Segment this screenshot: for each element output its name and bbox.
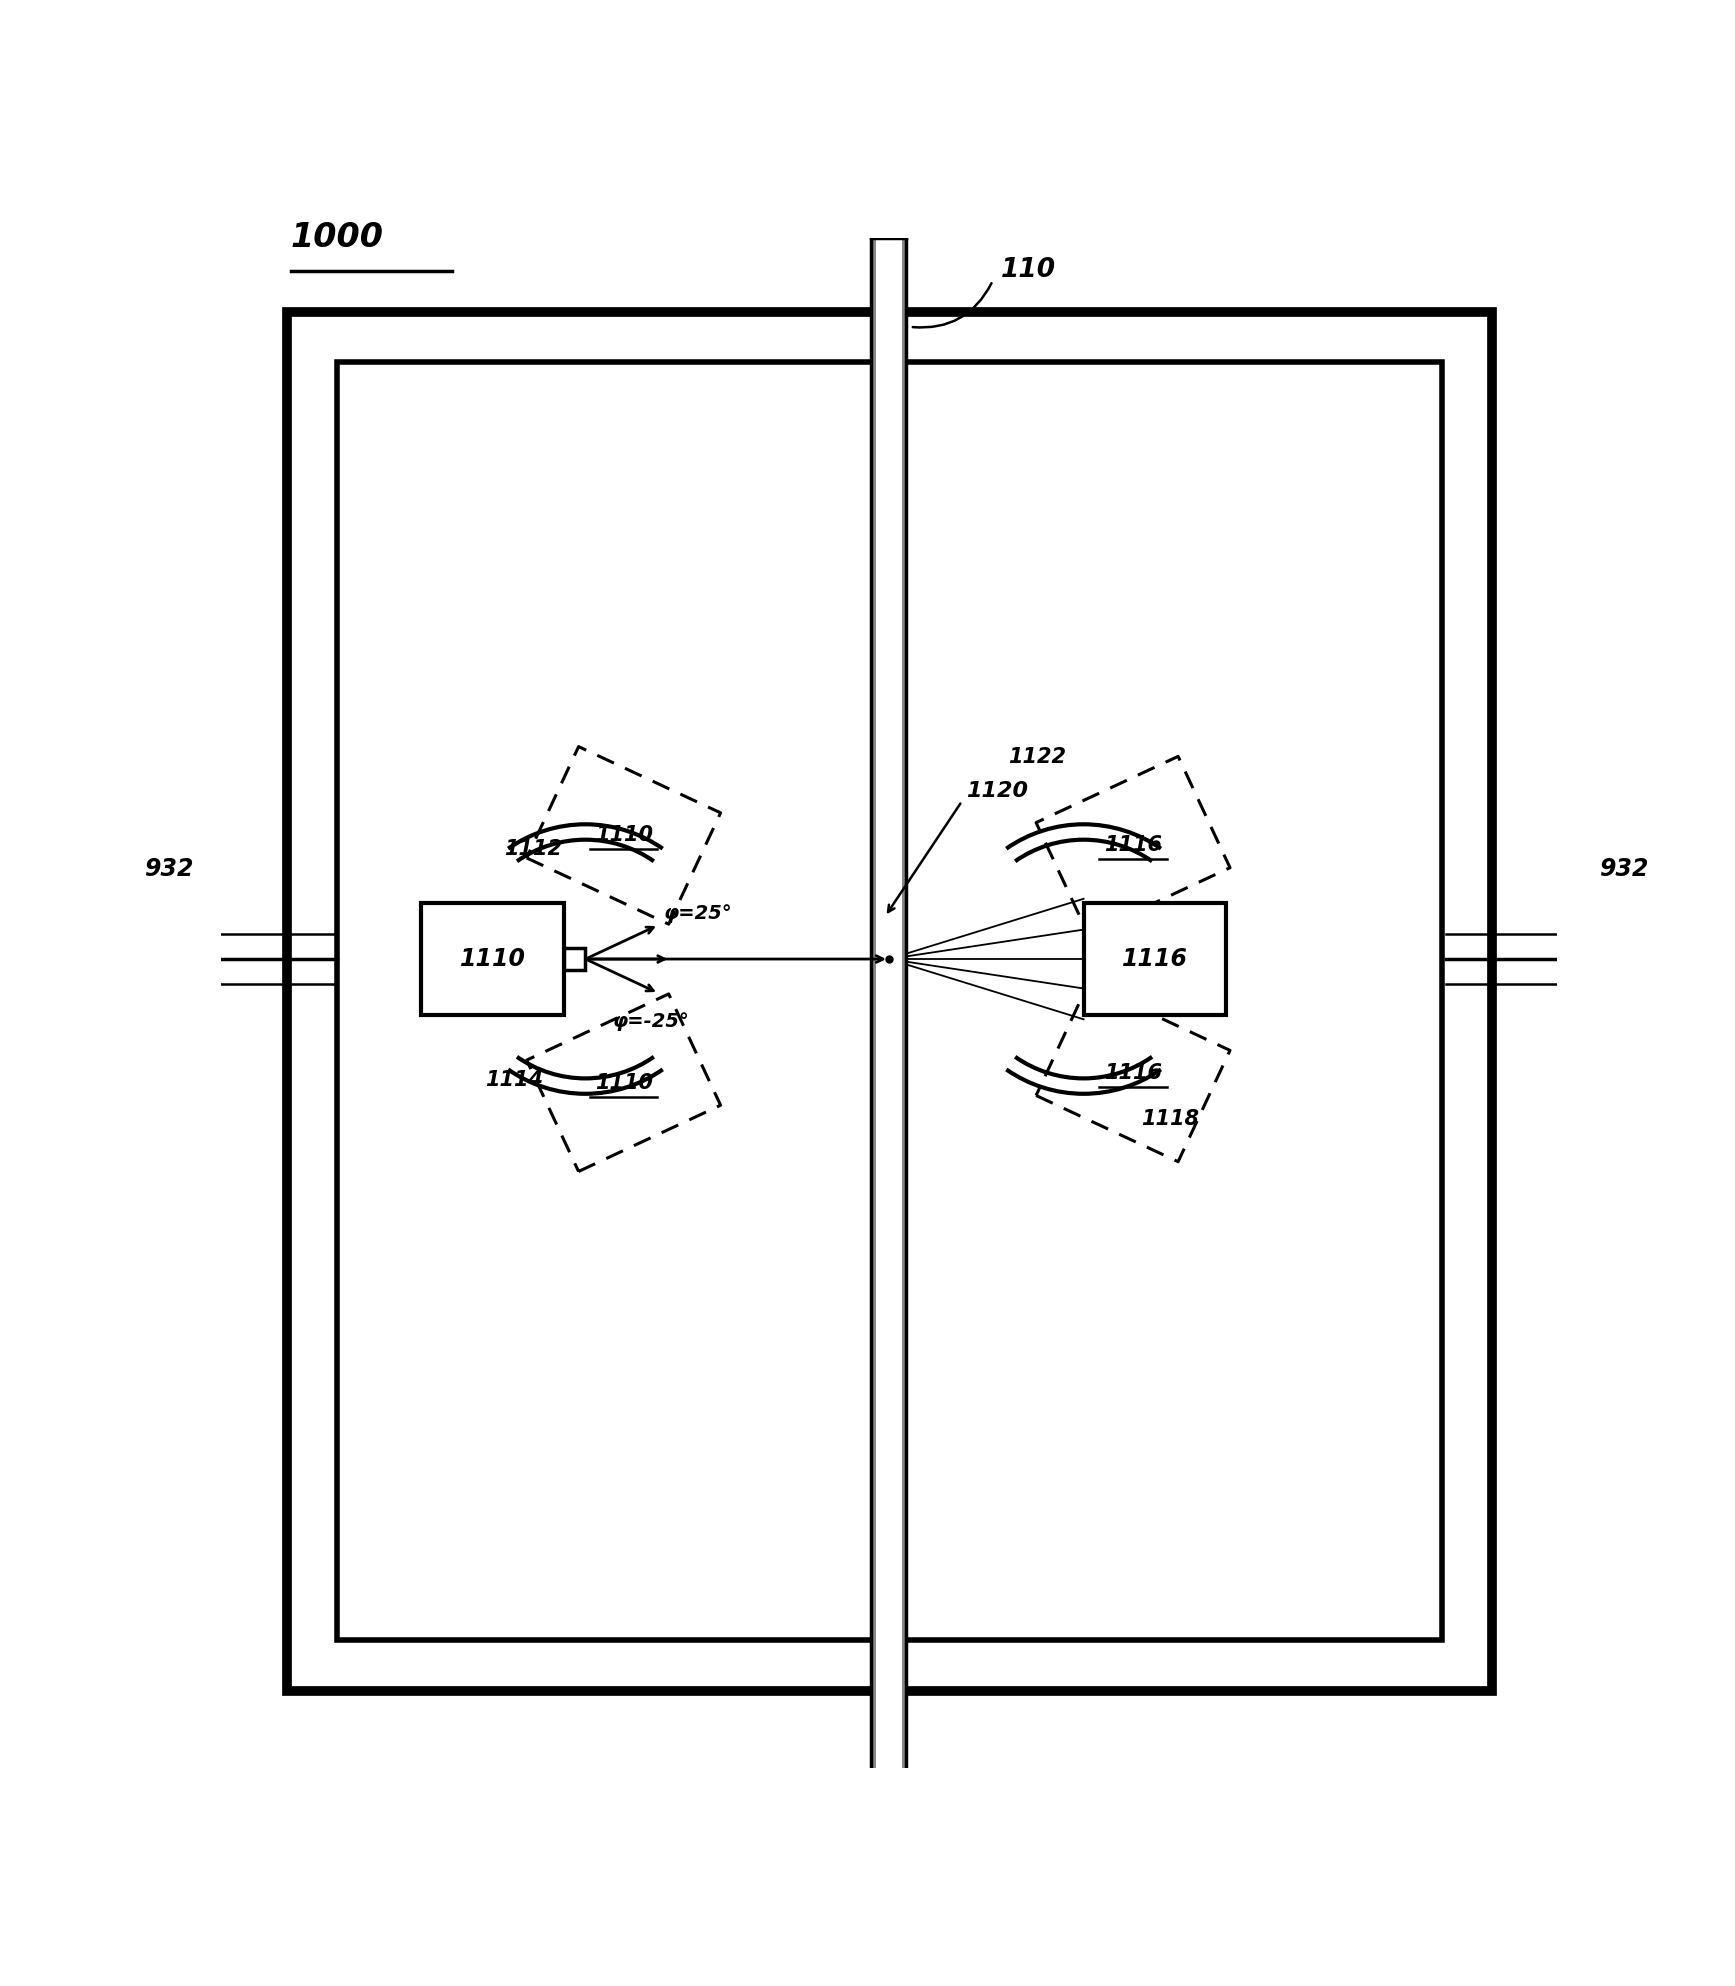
Bar: [1084, 904, 1227, 1015]
Text: 1116: 1116: [1103, 1063, 1162, 1082]
Text: 1112: 1112: [505, 840, 562, 860]
Text: φ=25°: φ=25°: [665, 904, 732, 923]
Text: 1114: 1114: [486, 1070, 543, 1090]
Text: 110: 110: [1001, 256, 1055, 282]
Text: 932: 932: [144, 858, 194, 882]
Bar: [337, 361, 1442, 1640]
Text: 1116: 1116: [1123, 947, 1188, 971]
Text: 1110: 1110: [595, 826, 652, 846]
Text: 932: 932: [1600, 858, 1648, 882]
Text: 1118: 1118: [1142, 1108, 1199, 1128]
Bar: [1593, 933, 1607, 985]
Text: φ=-25°: φ=-25°: [612, 1011, 689, 1031]
Text: 1000: 1000: [290, 220, 383, 254]
Bar: [564, 947, 585, 969]
Text: 1110: 1110: [595, 1072, 652, 1092]
Bar: [187, 933, 201, 985]
Bar: [871, 238, 906, 1768]
Bar: [422, 904, 564, 1015]
Text: 1110: 1110: [460, 947, 526, 971]
Bar: [1577, 933, 1591, 985]
Text: 1120: 1120: [966, 780, 1027, 800]
Text: 1116: 1116: [1103, 836, 1162, 856]
Bar: [876, 238, 902, 1768]
Bar: [172, 933, 186, 985]
Text: 1122: 1122: [1008, 747, 1065, 767]
